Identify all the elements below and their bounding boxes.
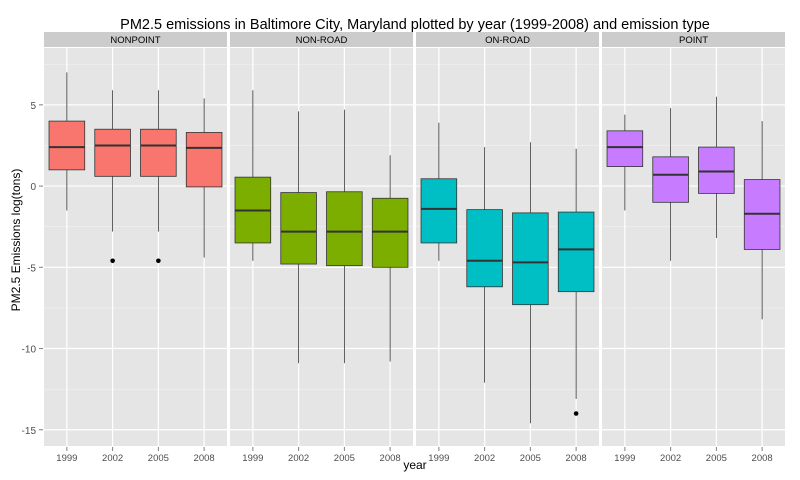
x-tick-label: 1999 xyxy=(56,453,77,464)
outlier-point xyxy=(110,258,115,264)
box-on-road-2005 xyxy=(512,142,549,424)
outlier-point xyxy=(156,258,161,264)
box-point-2005 xyxy=(698,96,735,239)
x-tick-label: 2005 xyxy=(334,453,355,464)
box-on-road-2008 xyxy=(557,148,595,416)
box-on-road-2002 xyxy=(466,147,503,383)
facet-strip-label: NONPOINT xyxy=(110,35,160,46)
y-tick-label: -15 xyxy=(22,426,37,437)
box-iqr xyxy=(280,192,317,265)
facet-strip-label: ON-ROAD xyxy=(485,35,530,46)
x-tick-label: 2002 xyxy=(288,453,309,464)
y-tick-label: -10 xyxy=(22,345,37,356)
box-non-road-2005 xyxy=(326,109,363,364)
x-tick-label: 2005 xyxy=(520,453,541,464)
facet-panel-non-road: NON-ROAD 1999 2002 2005 2008 xyxy=(230,32,413,464)
facet-panels: NONPOINT 1999 2002 2005 2008 NON-ROAD 1999 2002… xyxy=(44,32,785,464)
outlier-point xyxy=(573,411,579,416)
x-axis-label: year xyxy=(403,458,426,472)
facet-strip xyxy=(416,32,599,47)
y-tick-label: 0 xyxy=(30,182,36,193)
box-iqr xyxy=(466,209,503,288)
x-tick-label: 2005 xyxy=(706,453,727,464)
box-point-2008 xyxy=(743,121,781,320)
box-iqr xyxy=(48,120,86,171)
box-iqr xyxy=(371,197,409,268)
box-iqr xyxy=(420,178,458,244)
box-iqr xyxy=(326,191,363,267)
box-iqr xyxy=(94,128,131,177)
facet-strip xyxy=(44,32,227,47)
facet-panel-nonpoint: NONPOINT 1999 2002 2005 2008 xyxy=(44,32,227,464)
box-nonpoint-2005 xyxy=(140,90,177,264)
y-tick-label: -5 xyxy=(27,263,36,274)
facet-strip-label: POINT xyxy=(679,35,708,46)
box-iqr xyxy=(512,212,549,306)
facet-panel-on-road: ON-ROAD 1999 2002 2005 2008 xyxy=(416,32,599,464)
x-tick-label: 1999 xyxy=(428,453,449,464)
box-point-2002 xyxy=(652,108,689,261)
facet-strip-label: NON-ROAD xyxy=(296,35,348,46)
x-tick-label: 2008 xyxy=(752,453,773,464)
x-tick-label: 2002 xyxy=(102,453,123,464)
x-tick-label: 2008 xyxy=(566,453,587,464)
y-axis: 5 0 -5 -10 -15 xyxy=(22,101,43,437)
box-iqr xyxy=(652,156,689,203)
x-tick-label: 2008 xyxy=(380,453,401,464)
box-on-road-1999 xyxy=(420,122,458,261)
box-non-road-1999 xyxy=(234,90,272,261)
box-iqr xyxy=(606,130,644,167)
box-iqr xyxy=(185,132,223,188)
box-nonpoint-2002 xyxy=(94,90,131,264)
chart-title: PM2.5 emissions in Baltimore City, Maryl… xyxy=(120,17,710,33)
x-tick-label: 2002 xyxy=(660,453,681,464)
y-tick-label: 5 xyxy=(30,101,36,112)
facet-strip xyxy=(602,32,785,47)
x-tick-label: 1999 xyxy=(242,453,263,464)
x-tick-label: 1999 xyxy=(614,453,635,464)
facet-panel-point: POINT 1999 2002 2005 2008 xyxy=(602,32,785,464)
box-iqr xyxy=(140,128,177,177)
box-iqr xyxy=(557,211,595,293)
panel-background xyxy=(44,48,227,446)
x-tick-label: 2008 xyxy=(194,453,215,464)
box-iqr xyxy=(698,146,735,194)
box-nonpoint-2008 xyxy=(185,98,223,258)
y-axis-label: PM2.5 Emissions log(tons) xyxy=(9,169,23,312)
x-tick-label: 2002 xyxy=(474,453,495,464)
facet-strip xyxy=(230,32,413,47)
box-point-1999 xyxy=(606,114,644,211)
box-non-road-2002 xyxy=(280,111,317,364)
x-tick-label: 2005 xyxy=(148,453,169,464)
box-nonpoint-1999 xyxy=(48,72,86,211)
box-non-road-2008 xyxy=(371,155,409,362)
